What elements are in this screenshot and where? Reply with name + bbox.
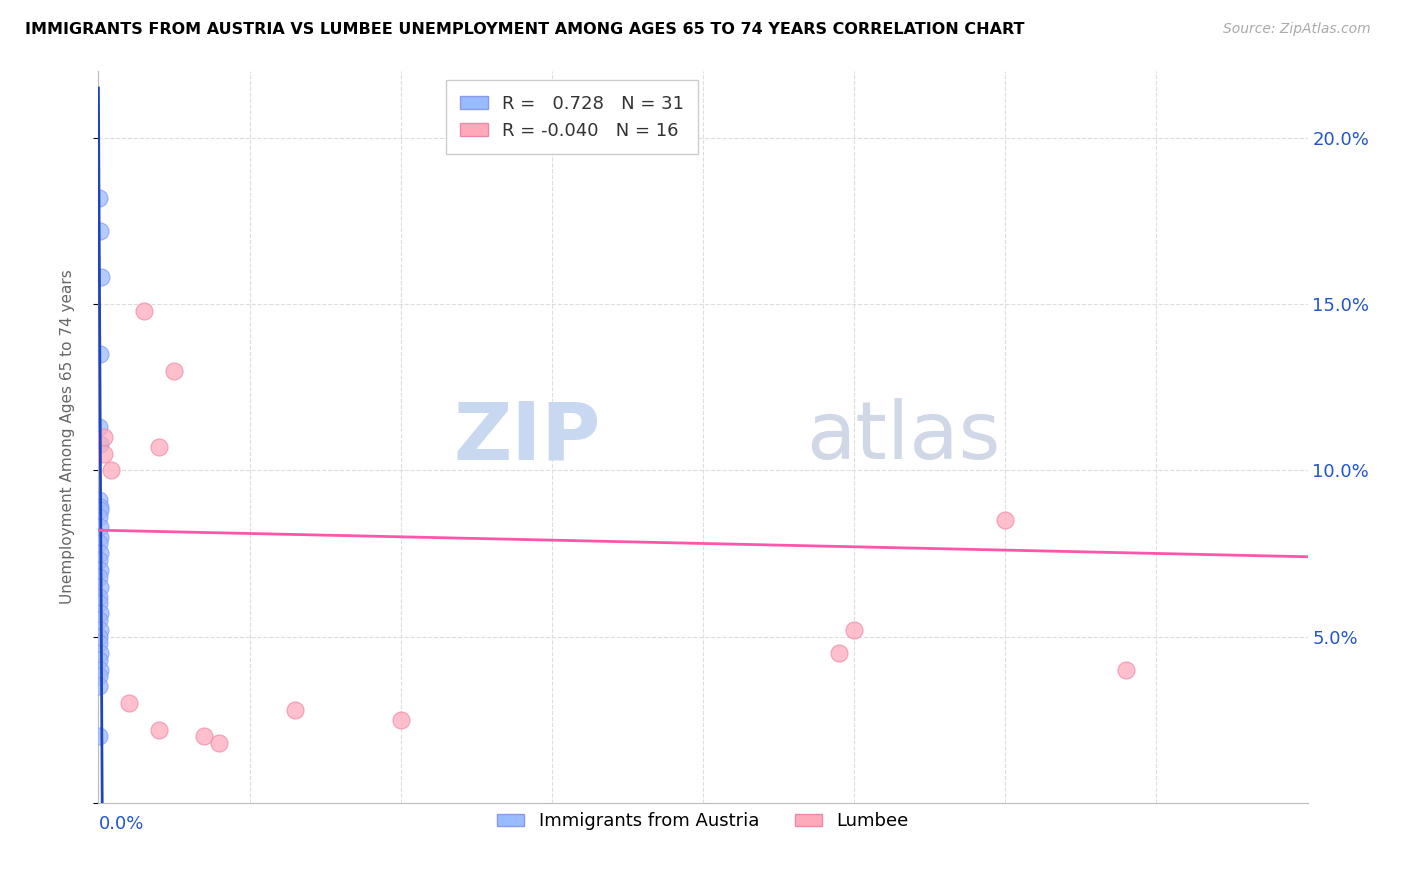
Point bbox=[208, 736, 231, 750]
Point bbox=[90, 270, 112, 285]
Point bbox=[89, 590, 111, 604]
Point bbox=[163, 363, 186, 377]
Point bbox=[994, 513, 1017, 527]
Point bbox=[89, 663, 111, 677]
Point bbox=[89, 669, 111, 683]
Point bbox=[89, 636, 111, 650]
Text: Source: ZipAtlas.com: Source: ZipAtlas.com bbox=[1223, 22, 1371, 37]
Point bbox=[89, 530, 111, 544]
Point bbox=[89, 536, 111, 550]
Point bbox=[89, 630, 111, 644]
Point bbox=[100, 463, 122, 477]
Point bbox=[89, 607, 111, 621]
Point bbox=[89, 191, 111, 205]
Legend: Immigrants from Austria, Lumbee: Immigrants from Austria, Lumbee bbox=[489, 805, 917, 838]
Point bbox=[132, 303, 155, 318]
Point bbox=[89, 546, 111, 560]
Point bbox=[89, 500, 111, 514]
Text: ZIP: ZIP bbox=[453, 398, 600, 476]
Point bbox=[284, 703, 307, 717]
Text: atlas: atlas bbox=[806, 398, 1000, 476]
Point bbox=[89, 563, 111, 577]
Point bbox=[1115, 663, 1137, 677]
Point bbox=[89, 729, 111, 743]
Text: 0.0%: 0.0% bbox=[98, 814, 143, 832]
Point bbox=[89, 347, 111, 361]
Point bbox=[89, 613, 111, 627]
Point bbox=[89, 596, 111, 610]
Point bbox=[93, 430, 115, 444]
Point bbox=[89, 580, 111, 594]
Point bbox=[89, 224, 111, 238]
Point bbox=[89, 570, 111, 584]
Point bbox=[89, 653, 111, 667]
Point bbox=[148, 440, 170, 454]
Point bbox=[828, 646, 851, 660]
Point bbox=[89, 436, 111, 450]
Point bbox=[89, 553, 111, 567]
Point bbox=[93, 447, 115, 461]
Point bbox=[389, 713, 412, 727]
Point bbox=[844, 623, 866, 637]
Point bbox=[89, 520, 111, 534]
Y-axis label: Unemployment Among Ages 65 to 74 years: Unemployment Among Ages 65 to 74 years bbox=[60, 269, 75, 605]
Point bbox=[89, 623, 111, 637]
Point bbox=[193, 729, 215, 743]
Point bbox=[89, 646, 111, 660]
Point bbox=[89, 503, 111, 517]
Point bbox=[89, 680, 111, 694]
Point bbox=[89, 509, 111, 524]
Point bbox=[89, 420, 111, 434]
Point bbox=[89, 493, 111, 508]
Text: IMMIGRANTS FROM AUSTRIA VS LUMBEE UNEMPLOYMENT AMONG AGES 65 TO 74 YEARS CORRELA: IMMIGRANTS FROM AUSTRIA VS LUMBEE UNEMPL… bbox=[25, 22, 1025, 37]
Point bbox=[118, 696, 141, 710]
Point bbox=[148, 723, 170, 737]
